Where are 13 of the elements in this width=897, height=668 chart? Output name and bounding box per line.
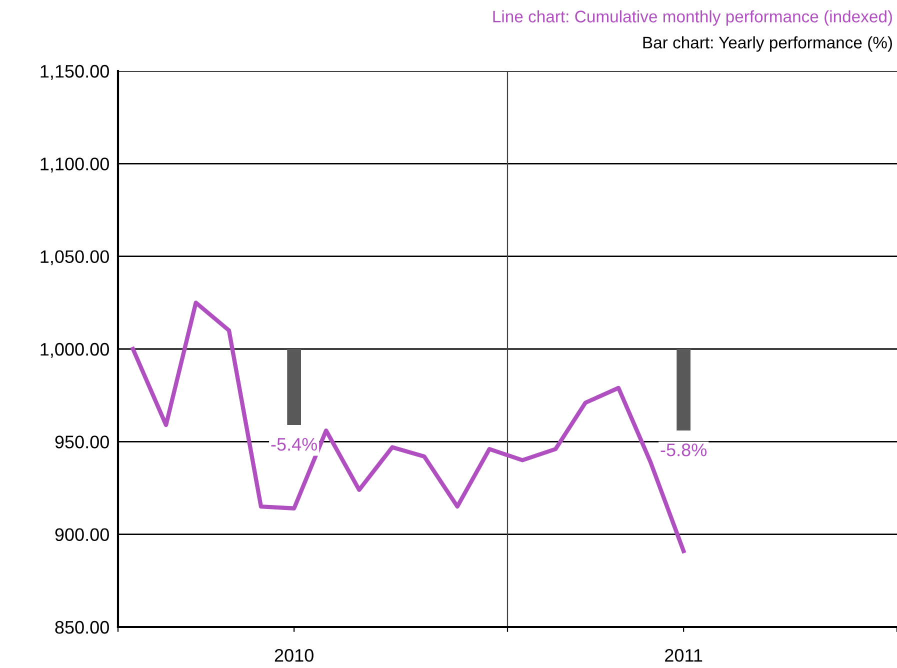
y-tick-label: 900.00 — [55, 528, 109, 542]
y-tick-label: 1,150.00 — [40, 64, 109, 80]
y-tick-label: 1,100.00 — [40, 158, 109, 173]
x-tick-label: 2011 — [665, 649, 702, 662]
y-tick-label: 950.00 — [55, 436, 109, 448]
annotation: -5.8% — [660, 444, 707, 456]
y-tick-label: 850.00 — [55, 620, 109, 634]
annotation: -5.4% — [271, 438, 318, 451]
y-tick-label: 1,050.00 — [40, 250, 109, 266]
chart-subtitle: Bar chart: Yearly performance (%) — [643, 36, 892, 52]
chart-title: Line chart: Cumulative monthly performance (indexed) — [493, 10, 892, 26]
x-tick-label: 2010 — [274, 649, 314, 662]
y-tick-label: 1,000.00 — [40, 342, 109, 358]
